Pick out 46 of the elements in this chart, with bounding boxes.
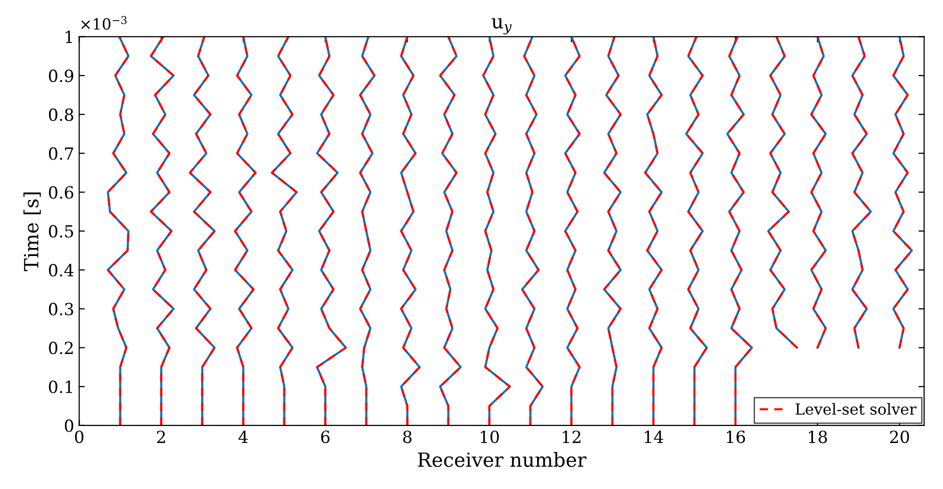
x-tick-label: 16 [726,430,746,444]
y-tick-label: 0.9 [48,70,74,82]
y-tick-label: 0.5 [48,225,74,238]
line-series [150,36,175,426]
line-series [521,36,544,426]
line-series [810,36,827,349]
x-tick-label: 10 [480,430,499,444]
x-tick-label: 2 [157,430,165,443]
line-series [726,36,753,426]
line-series [400,36,421,426]
x-tick-label: 8 [403,430,412,444]
legend-label: Level-set solver [796,403,916,415]
line-series [270,36,298,426]
x-tick-label: 20 [890,430,910,444]
line-series [767,36,798,349]
line-series [685,36,708,426]
y-tick-label: 0.7 [48,147,74,160]
line-series [851,36,872,349]
x-tick-label: 6 [321,430,330,444]
line-series [482,36,511,426]
x-tick-label: 12 [562,430,580,443]
x-tick-label: 14 [644,430,664,443]
y-tick-label: 0.6 [48,186,74,199]
line-series [188,36,216,426]
y-axis-title: Time [s] [23,192,41,272]
line-series [564,36,581,426]
y-tick-label: 0.8 [48,108,74,121]
x-tick-label: 18 [808,430,827,444]
x-tick-label: 4 [238,430,248,443]
y-tick-label: 1 [66,30,72,44]
y-tick-label: 0.2 [48,342,73,354]
line-series [892,36,913,349]
line-series [439,36,462,426]
line-series [644,36,663,426]
line-series [359,36,376,426]
text: ×10$^{−3}$ [81,16,127,30]
y-tick-label: 0.3 [48,302,74,316]
line-series [106,36,130,426]
y-tick-label: 0 [64,419,74,432]
y-tick-label: 0.4 [48,264,74,276]
y-tick-label: 0.1 [48,380,72,394]
line-series [234,36,257,426]
x-tick-label: 0 [75,430,84,444]
chart-title: u$_{y}$ [492,18,512,34]
line-series [603,36,622,426]
x-axis-title: Receiver number [418,452,586,468]
